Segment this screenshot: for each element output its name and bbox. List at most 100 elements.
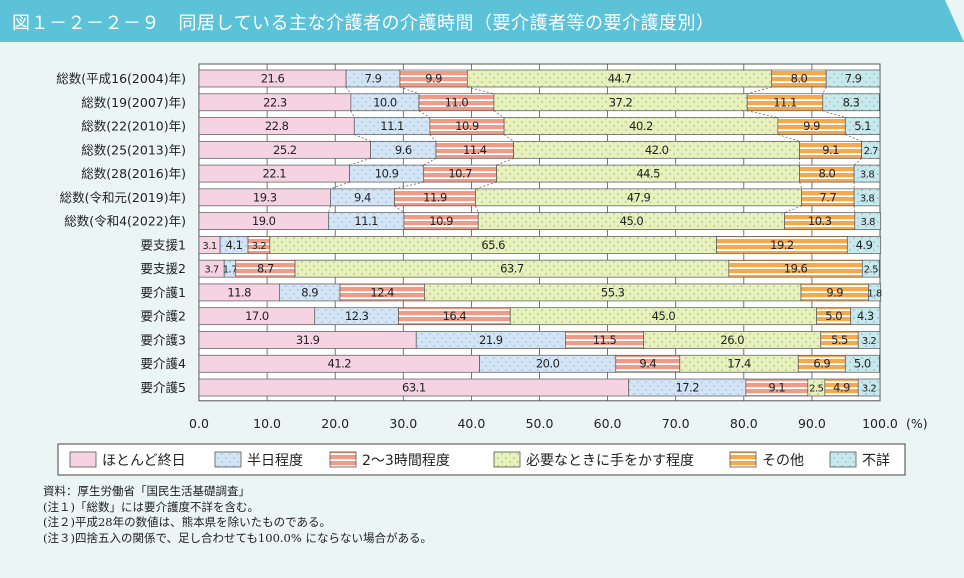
legend-label: 半日程度 [247, 453, 303, 469]
data-label: 11.4 [463, 143, 487, 157]
data-label: 7.9 [365, 72, 382, 86]
data-label: 11.0 [445, 95, 469, 109]
data-label: 11.1 [773, 95, 797, 109]
x-tick-label: 90.0 [798, 416, 826, 431]
data-label: 5.0 [854, 357, 871, 371]
data-label: 19.6 [784, 262, 808, 276]
category-label: 総数(平成16(2004)年) [56, 71, 186, 86]
bar-segment [844, 117, 881, 135]
connector-line [399, 86, 420, 95]
legend-label: 必要なときに手をかす程度 [526, 453, 694, 469]
data-label: 5.5 [831, 333, 848, 347]
x-tick-label: 10.0 [253, 416, 281, 431]
category-label: 要介護3 [141, 332, 186, 347]
legend-swatch [729, 451, 757, 468]
category-label: 総数(28(2016)年) [81, 166, 186, 181]
data-label: 7.7 [820, 190, 837, 204]
legend-label: 不詳 [862, 453, 890, 469]
data-label: 9.9 [425, 72, 442, 86]
bar-segment [861, 259, 880, 278]
chart-title: 図１－２－２－９ 同居している主な介護者の介護時間（要介護者等の要介護度別） [12, 13, 715, 34]
x-tick-label: 60.0 [594, 416, 622, 431]
bar-segment [857, 378, 881, 397]
note-2: (注２)平成28年の数値は、熊本県を除いたものである。 [43, 515, 331, 529]
connector-line [503, 134, 514, 142]
data-label: 4.1 [226, 238, 243, 252]
x-tick-label: 30.0 [389, 416, 417, 431]
data-label: 65.6 [481, 238, 505, 252]
data-label: 1.7 [223, 265, 238, 276]
note-1: (注１)「総数」には要介護度不詳を含む。 [43, 499, 259, 514]
bar-segment [854, 212, 882, 230]
data-label: 9.9 [826, 285, 843, 299]
data-label: 21.6 [261, 72, 285, 86]
legend-swatch [493, 451, 521, 468]
data-label: 7.9 [845, 72, 862, 86]
data-label: 5.1 [854, 119, 871, 133]
data-label: 12.4 [370, 285, 394, 299]
data-label: 22.8 [265, 119, 289, 133]
data-label: 10.3 [808, 214, 832, 228]
data-label: 12.3 [345, 309, 369, 323]
title-bar [0, 0, 964, 42]
source-note: 資料：厚生労働省「国民生活基礎調査」 [43, 484, 250, 498]
data-label: 19.2 [770, 238, 794, 252]
bar-segment [850, 307, 881, 326]
x-tick-label: 80.0 [730, 416, 758, 431]
stacked-bar-chart: 0.0 10.0 20.0 30.0 40.0 50.0 60.0 70.0 80.0 90.0 1… [56, 63, 928, 476]
data-label: 21.9 [479, 333, 503, 347]
data-label: 3.8 [860, 193, 875, 204]
x-tick-label: 100.0 [862, 416, 898, 431]
x-tick-label: 0.0 [189, 416, 209, 431]
connector-line [799, 181, 803, 189]
data-label: 11.1 [380, 119, 404, 133]
legend-swatch [69, 451, 97, 468]
data-label: 9.1 [822, 143, 839, 157]
category-label: 要介護1 [141, 285, 186, 300]
legend [57, 443, 906, 476]
data-label: 10.9 [375, 167, 399, 181]
connector-line [429, 134, 437, 142]
data-label: 4.3 [857, 309, 874, 323]
connector-line [350, 110, 355, 118]
connector-line [328, 205, 331, 213]
connector-line [354, 134, 371, 142]
legend-swatch [829, 451, 857, 468]
category-label: 総数(19(2007)年) [81, 95, 186, 110]
data-label: 17.0 [245, 309, 269, 323]
data-label: 8.9 [301, 285, 318, 299]
notes: 資料：厚生労働省「国民生活基礎調査」 (注１)「総数」には要介護度不詳を含む。 … [43, 484, 432, 546]
data-label: 55.3 [601, 285, 625, 299]
connector-line [747, 86, 772, 95]
data-label: 10.9 [429, 214, 453, 228]
connector-line [345, 86, 352, 94]
connector-line [747, 110, 778, 118]
connector-line [853, 205, 856, 213]
data-label: 22.3 [263, 95, 287, 109]
data-label: 2.5 [809, 384, 824, 395]
connector-line [394, 205, 405, 213]
data-label: 45.0 [652, 309, 676, 323]
category-label: 要介護5 [141, 380, 186, 395]
bar-segment [846, 236, 882, 254]
note-3: (注３)四捨五入の関係で、足し合わせても100.0% にならない場合がある。 [43, 530, 432, 545]
data-label: 63.7 [500, 262, 524, 276]
data-label: 4.9 [856, 238, 873, 252]
category-label: 総数(令和元(2019)年) [60, 190, 186, 205]
data-label: 22.1 [262, 167, 286, 181]
bar-segment [853, 164, 881, 183]
data-label: 20.0 [536, 357, 560, 371]
bar-segment [868, 283, 882, 302]
data-label: 31.9 [296, 333, 320, 347]
data-label: 17.2 [675, 381, 699, 395]
data-label: 6.9 [813, 357, 830, 371]
data-label: 3.8 [860, 170, 875, 181]
data-label: 40.2 [629, 119, 653, 133]
connector-line [784, 205, 802, 213]
data-label: 26.0 [720, 333, 744, 347]
data-label: 3.1 [202, 241, 217, 252]
category-label: 要支援1 [141, 237, 186, 252]
data-label: 2.5 [864, 265, 879, 276]
data-label: 3.2 [862, 336, 877, 347]
data-label: 41.2 [327, 357, 351, 371]
